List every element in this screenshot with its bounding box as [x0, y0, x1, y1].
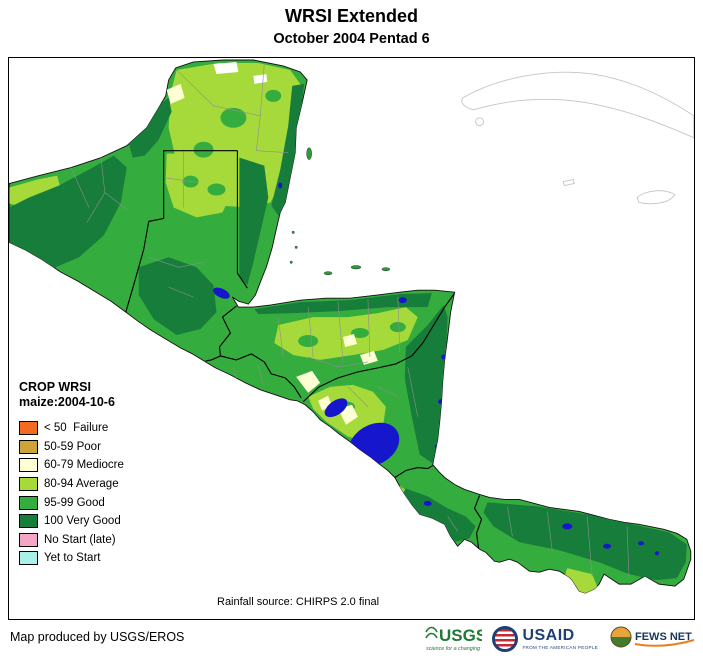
legend-swatch-mediocre — [19, 458, 38, 473]
admin-boundaries — [70, 62, 630, 577]
usaid-logo-text: USAID — [522, 626, 575, 644]
legend-label: 60-79 Mediocre — [44, 459, 124, 472]
legend-swatch-average — [19, 477, 38, 492]
usaid-seal-icon — [492, 626, 519, 652]
legend-item-yettostart: Yet to Start — [19, 549, 124, 568]
legend-label: No Start (late) — [44, 533, 116, 546]
legend-label: 80-94 Average — [44, 478, 119, 491]
nodata-country-outlines — [461, 71, 694, 205]
rainfall-source-note: Rainfall source: CHIRPS 2.0 final — [217, 596, 380, 608]
nodata-spots — [213, 61, 268, 84]
country-borders — [125, 150, 483, 549]
usgs-wave-icon — [425, 626, 439, 638]
usgs-logo: USGS science for a changing world — [424, 621, 496, 658]
legend-label: 95-99 Good — [44, 496, 105, 509]
legend-subtitle: maize:2004-10-6 — [19, 395, 115, 409]
fewsnet-logo: FEWS NET — [608, 623, 696, 656]
map-image — [9, 59, 694, 594]
wrsi-verygood-patches — [9, 83, 687, 581]
legend-item-mediocre: 60-79 Mediocre — [19, 456, 124, 475]
legend-label: 50-59 Poor — [44, 440, 101, 453]
map-credit: Map produced by USGS/EROS — [10, 630, 185, 644]
usaid-logo: USAID FROM THE AMERICAN PEOPLE — [492, 626, 598, 652]
legend-label: 100 Very Good — [44, 515, 121, 528]
legend-swatch-yettostart — [19, 551, 38, 566]
legend-swatch-good — [19, 495, 38, 510]
legend: CROP WRSI maize:2004-10-6 < 50 Failure 5… — [19, 380, 124, 568]
legend-label: < 50 Failure — [44, 422, 109, 435]
legend-swatch-poor — [19, 439, 38, 454]
legend-item-verygood: 100 Very Good — [19, 512, 124, 531]
page-title: WRSI Extended — [284, 6, 418, 26]
footer-logos: USGS science for a changing world USAID … — [424, 620, 696, 658]
fewsnet-logo-text: FEWS NET — [635, 631, 692, 643]
usaid-tagline: FROM THE AMERICAN PEOPLE — [522, 644, 598, 650]
legend-swatch-nostart — [19, 532, 38, 547]
legend-item-average: 80-94 Average — [19, 475, 124, 494]
fewsnet-swoosh-icon — [634, 638, 695, 647]
islands — [289, 147, 391, 276]
legend-swatch-verygood — [19, 514, 38, 529]
wrsi-mediocre-patches — [166, 83, 378, 425]
map-canvas: CROP WRSI maize:2004-10-6 < 50 Failure 5… — [8, 57, 695, 620]
legend-item-nostart: No Start (late) — [19, 531, 124, 550]
legend-item-failure: < 50 Failure — [19, 419, 124, 438]
usgs-tagline: science for a changing world — [426, 646, 482, 652]
legend-label: Yet to Start — [44, 552, 101, 565]
usgs-logo-text: USGS — [439, 626, 482, 645]
legend-item-good: 95-99 Good — [19, 493, 124, 512]
legend-title: CROP WRSI — [19, 380, 91, 394]
legend-swatch-failure — [19, 421, 38, 436]
legend-item-poor: 50-59 Poor — [19, 438, 124, 457]
page-subtitle: October 2004 Pentad 6 — [273, 31, 430, 47]
